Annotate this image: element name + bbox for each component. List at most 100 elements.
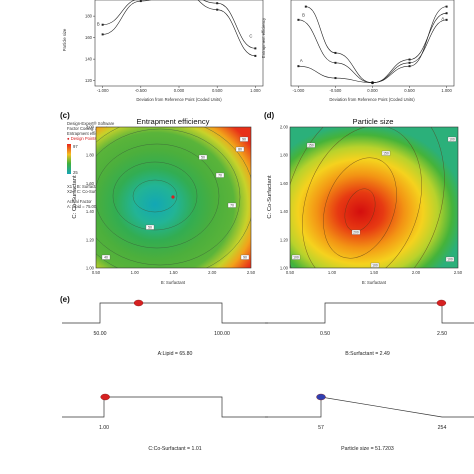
contour-c-xtick-label: 0.50 xyxy=(92,270,101,275)
top-left-curve-letter: C xyxy=(249,34,252,39)
contour-d-contour-label: 150 xyxy=(383,152,389,156)
panel-label-e: (e) xyxy=(60,295,70,304)
ramp-high-label: 254 xyxy=(438,425,447,431)
contour-d-contour-label-box xyxy=(306,142,316,148)
top-right-point xyxy=(408,58,411,61)
contour-c-xtick-label: 2.50 xyxy=(247,270,256,275)
ramp-profile xyxy=(62,302,268,324)
contour-c-contour-label-box xyxy=(239,136,249,142)
legend-min: 25 xyxy=(73,170,78,175)
top-left-ytick-label: 140 xyxy=(85,57,93,62)
contour-d-xlabel: B: Surfactant xyxy=(362,280,387,285)
desirability-ramps: 50.00 100.00 A:Lipid = 65.80 0.50 2.50 B:Surf… xyxy=(62,299,474,452)
contour-c-ytick-label: 1.80 xyxy=(86,153,95,158)
legend-colorbar xyxy=(67,144,71,174)
top-left-curve xyxy=(102,0,256,57)
contour-c-xlabel: B: Surfactant xyxy=(161,280,186,285)
contour-c-contour-label: 70 xyxy=(218,174,222,178)
ramp-low-label: 57 xyxy=(318,425,324,431)
contour-d-xtick-label: 1.00 xyxy=(328,270,337,275)
contour-c-contour-label: 80 xyxy=(238,148,242,152)
top-left-xtick-label: -1.000 xyxy=(97,88,110,93)
top-right-point xyxy=(297,18,300,21)
contour-c-contour-label-box xyxy=(240,254,250,260)
top-right-point xyxy=(445,18,448,21)
top-right-point xyxy=(304,5,307,8)
contour-d-contour-label-box xyxy=(351,229,361,235)
contour-d-xtick-label: 1.50 xyxy=(370,270,379,275)
contour-c-xtick-label: 1.50 xyxy=(169,270,178,275)
contour-c-xtick-label: 1.00 xyxy=(131,270,140,275)
contour-c-ytick-label: 1.20 xyxy=(86,237,95,242)
legend-max: 97 xyxy=(73,144,78,149)
top-left-point xyxy=(139,0,142,3)
contour-c-ytick-label: 1.60 xyxy=(86,181,95,186)
top-right-point xyxy=(408,61,411,64)
top-right-xtick-label: 0.000 xyxy=(367,88,378,93)
top-left-xtick-label: 0.500 xyxy=(212,88,223,93)
contour-d-contour-label: 100 xyxy=(293,256,299,260)
legend-lipid: A: Lipid = 75.00 xyxy=(67,204,97,209)
top-left-ytick-label: 180 xyxy=(85,14,93,19)
top-right-curve-letter: A xyxy=(300,58,303,63)
ramp-marker xyxy=(316,393,326,401)
contour-c-contour-label-box xyxy=(227,202,237,208)
top-right-xtick-label: 0.500 xyxy=(404,88,415,93)
ramp-low-label: 1.00 xyxy=(99,425,109,431)
ramp-factor-label: B:Surfactant = 2.49 xyxy=(345,351,390,357)
contour-c-contour-label-box xyxy=(145,224,155,230)
top-right-plot: Entrapment efficiency Deviation from Ref… xyxy=(261,0,455,102)
top-left-ytick-label: 120 xyxy=(85,78,93,83)
contour-d-contour-label-box xyxy=(291,254,301,260)
contour-d-contour-label: 100 xyxy=(372,264,378,268)
contour-d-xtick-label: 2.00 xyxy=(412,270,421,275)
contour-d-ytick-label: 2.00 xyxy=(280,125,289,130)
top-left-xtick-label: 1.000 xyxy=(250,88,261,93)
ramp-marker xyxy=(133,299,144,307)
top-right-ylabel: Entrapment efficiency xyxy=(261,17,266,58)
top-right-xlabel: Deviation from Reference Point (Coded Un… xyxy=(329,97,415,102)
contour-c-ytick-label: 1.40 xyxy=(86,209,95,214)
contour-c-contour-label: 90 xyxy=(243,256,247,260)
top-left-curve-letter: B xyxy=(97,22,100,27)
top-right-point xyxy=(445,5,448,8)
ramp-low-label: 50.00 xyxy=(94,331,107,337)
contour-c-contour-label: 90 xyxy=(242,138,246,142)
top-right-point xyxy=(334,61,337,64)
legend-line-1: Design-Expert® Software xyxy=(67,121,115,126)
contour-d-ytick-label: 1.40 xyxy=(280,209,289,214)
ramp-factor-label: C:Co-Surfactant = 1.01 xyxy=(148,446,201,452)
contour-c-contour-label-box xyxy=(235,146,245,152)
top-right-point xyxy=(334,51,337,54)
top-left-point xyxy=(254,54,257,57)
ramp-factor-label: A:Lipid = 65.80 xyxy=(158,351,193,357)
contour-d-xtick-label: 0.50 xyxy=(286,270,295,275)
contour-d-ytick-label: 1.00 xyxy=(280,266,289,271)
contour-d-contour-label: 200 xyxy=(353,231,359,235)
contour-plot-c: Entrapment efficiency 40 50 70 50 70 80 90 90 0… xyxy=(72,117,256,285)
contour-c-contour-label: 40 xyxy=(104,256,108,260)
contour-c-ytick-label: 2.00 xyxy=(86,125,95,130)
contour-c-contour-label: 50 xyxy=(148,226,152,230)
contour-legend: Design-Expert® Software Factor Coding: A… xyxy=(67,121,115,209)
contour-d-ytick-label: 1.60 xyxy=(280,181,289,186)
top-right-curve xyxy=(305,6,447,83)
top-left-xtick-label: -0.500 xyxy=(135,88,148,93)
contour-d-title: Particle size xyxy=(353,117,394,126)
contour-c-ytick-label: 1.00 xyxy=(86,266,95,271)
top-left-point xyxy=(254,47,257,50)
ramp-high-label: 100.00 xyxy=(214,331,230,337)
top-left-plot: Particle size Deviation from Reference P… xyxy=(62,0,264,102)
contour-d-ytick-label: 1.20 xyxy=(280,237,289,242)
legend-line-2: Factor Coding: Actual xyxy=(67,126,107,131)
top-left-point xyxy=(216,8,219,11)
contour-d-contour-label-box xyxy=(447,136,457,142)
contour-plot-d: Particle size 150 200 100 150 100 100 100 0.50… xyxy=(267,117,463,285)
top-left-ylabel: Particle size xyxy=(62,28,67,51)
ramp-factor-label: Particle size = 51.7203 xyxy=(341,446,394,452)
contour-c-ylabel: C: Co-Surfactant xyxy=(72,175,78,219)
legend-design-points: ● Design Points xyxy=(67,136,97,141)
contour-c-title: Entrapment efficiency xyxy=(137,117,210,126)
contour-d-ylabel: C: Co-Surfactant xyxy=(267,175,273,219)
